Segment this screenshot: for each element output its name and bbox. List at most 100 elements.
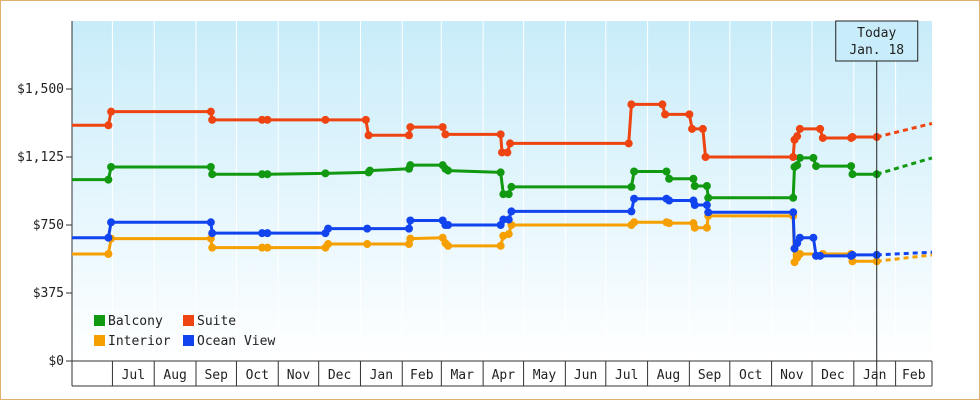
data-point: [507, 182, 516, 191]
data-point: [263, 170, 272, 179]
data-point: [406, 123, 415, 132]
data-point: [630, 218, 639, 227]
today-date-label: Jan. 18: [849, 43, 904, 58]
today-marker: Today Jan. 18: [835, 20, 919, 386]
data-point: [404, 131, 413, 140]
data-point: [206, 107, 215, 116]
legend-swatch-interior: [94, 335, 105, 346]
data-point: [496, 130, 505, 139]
legend-label-suite: Suite: [197, 314, 236, 329]
forecast-line: [876, 121, 933, 139]
data-point: [793, 132, 802, 141]
data-point: [624, 139, 633, 148]
data-point: [702, 223, 711, 232]
today-label: Today: [857, 26, 896, 41]
data-point: [630, 194, 639, 203]
data-point: [793, 161, 802, 170]
data-point: [321, 115, 330, 124]
data-point: [104, 121, 113, 130]
y-tick-label: $0: [48, 354, 64, 369]
y-axis-ticks: $0 $375 $750 $1,125 $1,500: [17, 82, 72, 369]
data-point: [324, 224, 333, 233]
y-tick-label: $375: [33, 286, 64, 301]
data-point: [848, 250, 857, 259]
data-point: [504, 215, 513, 224]
forecast-line: [876, 253, 933, 263]
x-tick-label: May: [533, 368, 557, 383]
data-point: [363, 224, 372, 233]
x-axis: Jul Aug Sep Oct Nov Dec Jan Feb Mar Apr May Jun Jul A…: [71, 21, 933, 387]
data-point: [104, 233, 113, 242]
data-point: [324, 240, 333, 249]
data-point: [208, 229, 217, 238]
data-point: [208, 243, 217, 252]
data-point: [365, 166, 374, 175]
data-point: [627, 207, 636, 216]
forecast-line: [876, 156, 933, 176]
vertical-gridlines: [111, 21, 897, 361]
data-point: [665, 174, 674, 183]
data-point: [789, 153, 798, 161]
data-point: [441, 130, 450, 139]
legend-label-balcony: Balcony: [108, 314, 163, 329]
series-balcony: [72, 153, 933, 202]
data-point: [698, 124, 707, 133]
x-tick-label: Dec: [821, 368, 844, 383]
data-point: [689, 174, 698, 183]
data-point: [208, 115, 217, 124]
data-point: [848, 133, 857, 142]
data-point: [704, 208, 713, 217]
data-point: [704, 193, 713, 202]
legend-label-interior: Interior: [108, 334, 171, 349]
data-point: [627, 182, 636, 191]
series-ocean-view: [72, 194, 933, 260]
series-suite: [72, 100, 933, 161]
data-point: [206, 218, 215, 227]
legend-swatch-ocean-view: [183, 335, 194, 346]
data-point: [665, 196, 674, 205]
today-box: [835, 20, 919, 62]
data-point: [438, 123, 447, 132]
series-interior: [72, 211, 933, 267]
data-point: [816, 251, 825, 260]
x-tick-label: Apr: [492, 368, 516, 383]
data-point: [206, 162, 215, 171]
data-point: [263, 115, 272, 124]
x-tick-label: Jul: [122, 368, 145, 383]
data-point: [812, 162, 821, 171]
x-tick-label: Nov: [780, 368, 804, 383]
data-point: [107, 162, 116, 171]
data-point: [690, 182, 699, 191]
x-tick-label: Feb: [902, 368, 926, 383]
data-point: [321, 169, 330, 178]
data-point: [504, 190, 513, 199]
data-point: [263, 229, 272, 238]
data-point: [444, 221, 453, 229]
series-layer: [72, 100, 933, 267]
x-tick-label: Dec: [328, 368, 351, 383]
x-tick-label: Sep: [698, 368, 722, 383]
data-point: [361, 115, 370, 124]
legend: Balcony Suite Interior Ocean View: [94, 314, 275, 349]
data-point: [444, 166, 453, 175]
data-point: [504, 230, 513, 239]
data-point: [818, 133, 827, 142]
data-point: [107, 218, 116, 227]
data-point: [658, 100, 667, 109]
x-tick-label: Nov: [287, 368, 311, 383]
data-point: [789, 193, 798, 202]
data-point: [104, 250, 113, 259]
data-point: [406, 234, 415, 243]
data-point: [816, 124, 825, 133]
data-point: [630, 167, 639, 176]
x-tick-label: Jan: [370, 368, 393, 383]
data-point: [795, 250, 804, 259]
y-tick-label: $1,125: [17, 150, 64, 165]
data-point: [406, 161, 415, 170]
legend-swatch-balcony: [94, 315, 105, 326]
data-point: [208, 170, 217, 179]
data-point: [809, 153, 818, 162]
x-tick-label: Feb: [410, 368, 434, 383]
